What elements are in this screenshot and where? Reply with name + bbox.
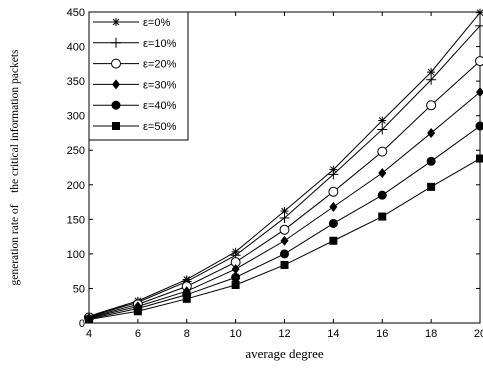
y-tick-label: 0 (79, 318, 85, 330)
series-group (84, 8, 483, 324)
legend-entry: ε=10% (93, 37, 177, 50)
legend-marker (111, 37, 121, 48)
x-tick-label: 14 (327, 328, 339, 340)
data-point (182, 294, 191, 303)
legend: ε=0% ε=10% ε=20% ε=30% ε=40% ε=50% (88, 11, 189, 141)
data-point (85, 315, 93, 324)
x-tick-label: 16 (376, 328, 388, 340)
y-tick-label: 300 (67, 111, 85, 123)
data-point (328, 169, 339, 180)
y-tick-label: 200 (67, 180, 85, 192)
data-point (476, 154, 483, 163)
data-point (231, 264, 240, 275)
data-point (280, 260, 289, 269)
data-point (280, 249, 289, 259)
legend-entry: ε=0% (93, 17, 170, 29)
legend-label: ε=40% (143, 100, 177, 112)
data-point (280, 235, 289, 246)
data-point (329, 201, 338, 212)
y-tick-label: 400 (67, 42, 85, 54)
x-tick-label: 8 (184, 328, 190, 340)
legend-label: ε=0% (143, 17, 170, 29)
x-tick-label: 20 (474, 328, 483, 340)
legend-marker (112, 79, 120, 90)
legend-box (88, 11, 189, 141)
x-axis-label: average degree (245, 346, 324, 361)
x-tick-label: 4 (86, 328, 92, 340)
data-point (426, 156, 436, 166)
y-tick-label: 250 (67, 145, 85, 157)
data-point (427, 182, 436, 191)
data-point (377, 190, 387, 200)
legend-entry: ε=20% (93, 58, 177, 71)
data-point (475, 121, 483, 131)
data-point (377, 146, 388, 157)
data-point (427, 127, 436, 138)
data-point (133, 307, 142, 316)
data-point (329, 236, 338, 245)
x-tick-label: 10 (230, 328, 242, 340)
legend-marker (112, 122, 120, 130)
data-point (279, 212, 290, 223)
data-point (476, 8, 483, 17)
axis-ticks: 4681012141618200501001502002503003504004… (67, 7, 483, 340)
legend-entry: ε=30% (93, 79, 177, 91)
data-point (377, 124, 388, 135)
legend-marker (111, 58, 121, 69)
data-point (378, 116, 387, 125)
legend-label: ε=50% (143, 121, 177, 133)
data-point (475, 20, 483, 31)
data-point (378, 212, 387, 221)
data-point (328, 186, 339, 197)
y-tick-label: 100 (67, 249, 85, 261)
data-point (378, 168, 387, 179)
y-axis-label: generation rate of the critical informat… (9, 49, 21, 285)
legend-marker (112, 18, 120, 26)
data-point (476, 87, 483, 98)
data-point (426, 74, 437, 85)
y-tick-label: 350 (67, 76, 85, 88)
x-tick-label: 12 (278, 328, 290, 340)
legend-entry: ε=40% (93, 100, 177, 112)
data-point (475, 56, 483, 67)
legend-label: ε=10% (143, 38, 177, 50)
data-point (279, 224, 290, 235)
legend-marker (111, 100, 121, 110)
legend-entry: ε=50% (93, 121, 177, 133)
y-tick-label: 150 (67, 214, 85, 226)
data-point (328, 218, 338, 228)
data-point (231, 280, 240, 289)
data-point (231, 272, 241, 282)
series-2 (84, 56, 483, 323)
x-tick-label: 18 (425, 328, 437, 340)
y-tick-label: 50 (73, 283, 85, 295)
y-tick-label: 450 (67, 7, 85, 19)
legend-label: ε=30% (143, 79, 177, 91)
data-point (426, 100, 437, 111)
legend-label: ε=20% (143, 59, 177, 71)
x-tick-label: 6 (135, 328, 141, 340)
series-5 (85, 154, 483, 324)
